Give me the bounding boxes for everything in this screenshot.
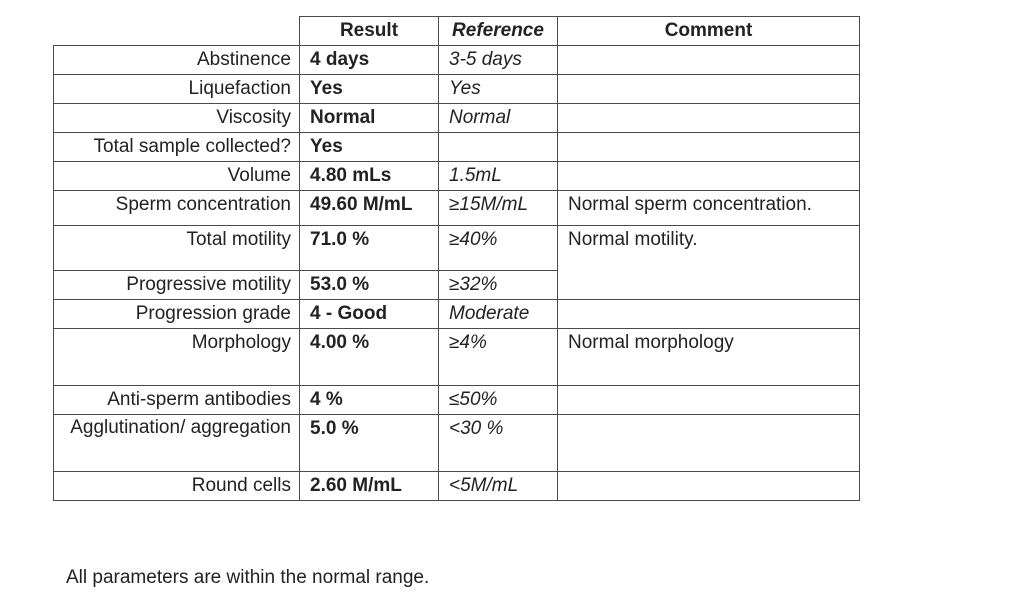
row-comment: Normal morphology (557, 328, 860, 386)
row-comment (557, 132, 860, 162)
header-comment: Comment (557, 16, 860, 46)
row-label: Round cells (53, 471, 300, 501)
row-reference: ≥15M/mL (438, 190, 558, 226)
row-label: Morphology (53, 328, 300, 386)
row-label: Abstinence (53, 45, 300, 75)
row-label: Progression grade (53, 299, 300, 329)
row-comment (557, 45, 860, 75)
row-result: Normal (299, 103, 439, 133)
table-row: Anti-sperm antibodies 4 % ≤50% (53, 385, 860, 415)
row-reference: ≥40% (438, 225, 558, 271)
row-comment (557, 74, 860, 104)
row-result: 4.00 % (299, 328, 439, 386)
row-label: Anti-sperm antibodies (53, 385, 300, 415)
row-result: 4 % (299, 385, 439, 415)
row-result: 53.0 % (299, 270, 439, 300)
row-reference: <30 % (438, 414, 558, 472)
row-reference: ≥4% (438, 328, 558, 386)
table-row: Progressive motility 53.0 % ≥32% (53, 270, 860, 300)
table-row: Total motility 71.0 % ≥40% Normal motili… (53, 225, 860, 300)
table-row: Round cells 2.60 M/mL <5M/mL (53, 471, 860, 501)
table-row: Morphology 4.00 % ≥4% Normal morphology (53, 328, 860, 386)
row-label: Agglutination/ aggregation (53, 414, 300, 472)
header-result: Result (299, 16, 439, 46)
table-row: Progression grade 4 - Good Moderate (53, 299, 860, 329)
header-reference: Reference (438, 16, 558, 46)
table-header-row: Result Reference Comment (53, 16, 860, 46)
row-reference: <5M/mL (438, 471, 558, 501)
row-label: Volume (53, 161, 300, 191)
row-result: 5.0 % (299, 414, 439, 472)
row-label: Progressive motility (53, 270, 300, 300)
header-blank-cell (53, 16, 300, 46)
row-result: 4 days (299, 45, 439, 75)
table-row: Abstinence 4 days 3-5 days (53, 45, 860, 75)
table-row: Volume 4.80 mLs 1.5mL (53, 161, 860, 191)
table-row: Sperm concentration 49.60 M/mL ≥15M/mL N… (53, 190, 860, 226)
row-reference: ≥32% (438, 270, 558, 300)
row-comment (557, 161, 860, 191)
row-reference: 1.5mL (438, 161, 558, 191)
row-comment (557, 103, 860, 133)
row-comment (557, 414, 860, 472)
row-reference: Normal (438, 103, 558, 133)
row-reference: Yes (438, 74, 558, 104)
row-reference (438, 132, 558, 162)
row-result: Yes (299, 132, 439, 162)
row-result: 2.60 M/mL (299, 471, 439, 501)
row-comment: Normal sperm concentration. (557, 190, 860, 226)
row-comment (557, 471, 860, 501)
table-row: Viscosity Normal Normal (53, 103, 860, 133)
row-label: Viscosity (53, 103, 300, 133)
row-result: 71.0 % (299, 225, 439, 271)
row-result: 4.80 mLs (299, 161, 439, 191)
row-reference: Moderate (438, 299, 558, 329)
row-comment (557, 299, 860, 329)
row-comment: Normal motility. (557, 225, 860, 300)
table-row: Liquefaction Yes Yes (53, 74, 860, 104)
row-label: Liquefaction (53, 74, 300, 104)
row-result: 4 - Good (299, 299, 439, 329)
row-label: Total sample collected? (53, 132, 300, 162)
row-label: Total motility (53, 225, 300, 271)
row-result: Yes (299, 74, 439, 104)
semen-analysis-table: Result Reference Comment Abstinence 4 da… (53, 16, 860, 501)
summary-text: All parameters are within the normal ran… (66, 567, 430, 588)
table-row: Agglutination/ aggregation 5.0 % <30 % (53, 414, 860, 472)
row-label: Sperm concentration (53, 190, 300, 226)
row-comment (557, 385, 860, 415)
row-result: 49.60 M/mL (299, 190, 439, 226)
table-row: Total sample collected? Yes (53, 132, 860, 162)
row-reference: ≤50% (438, 385, 558, 415)
row-reference: 3-5 days (438, 45, 558, 75)
